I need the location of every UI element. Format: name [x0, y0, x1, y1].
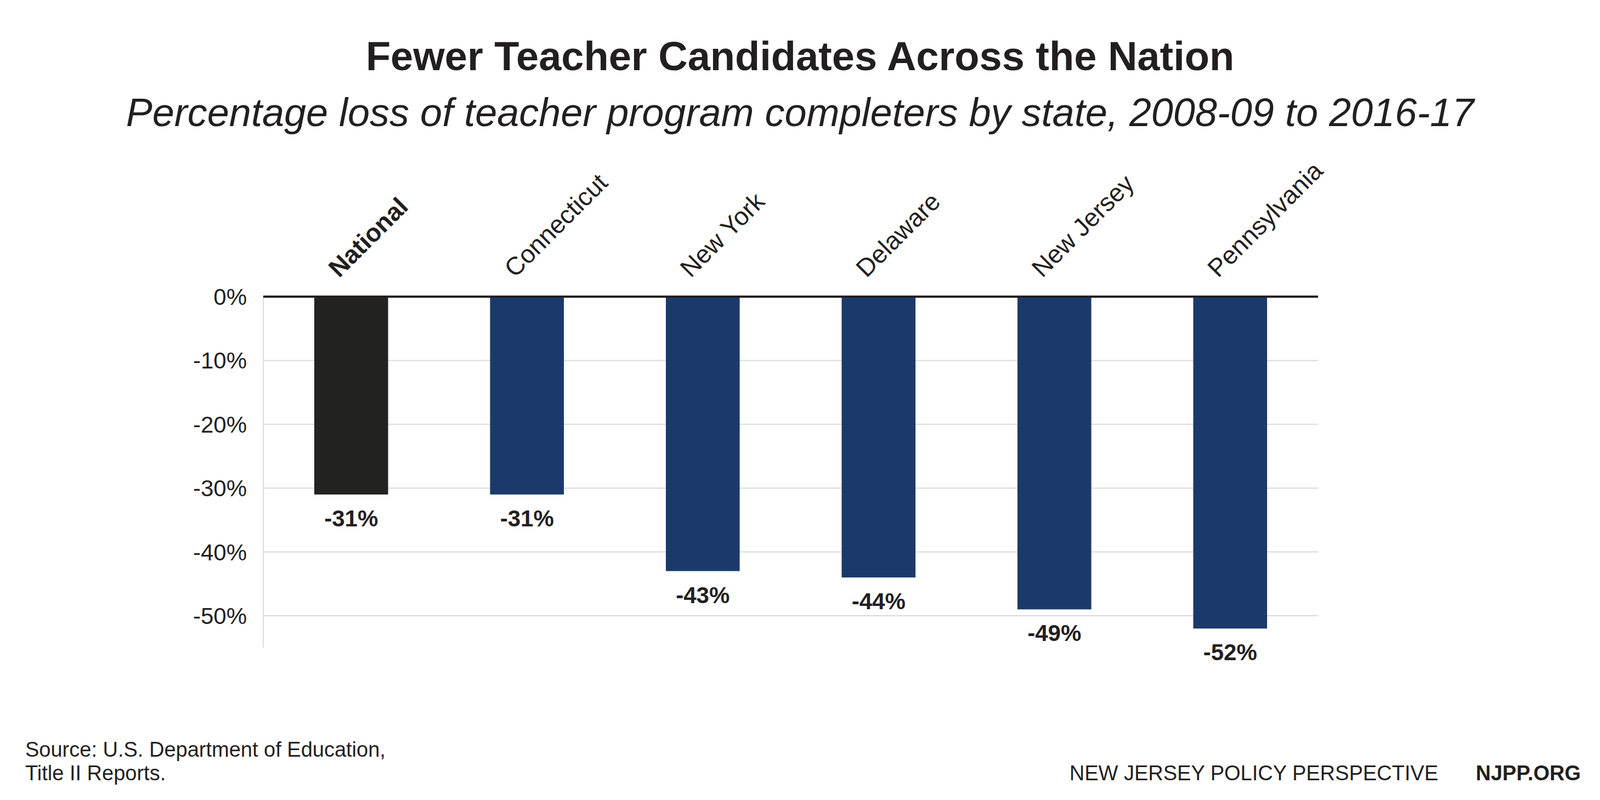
credit: NEW JERSEY POLICY PERSPECTIVE [1069, 761, 1439, 785]
data-label: -43% [675, 582, 730, 609]
bar [841, 297, 916, 578]
grid-line [263, 615, 1319, 617]
y-tick-label: 0% [213, 284, 247, 310]
credit: NJPP.ORG [1476, 761, 1581, 785]
y-tick-label: -10% [193, 347, 247, 374]
grid-line [263, 295, 1319, 298]
category-label: Delaware [850, 187, 946, 283]
category-label: Pennsylvania [1201, 156, 1329, 284]
data-label: -49% [1027, 620, 1082, 647]
y-tick-label: -50% [193, 603, 247, 630]
bar [1193, 297, 1268, 629]
category-label: New Jersey [1026, 168, 1140, 283]
grid-line [263, 551, 1319, 553]
category-label: New York [674, 186, 771, 283]
grid-line [263, 359, 1319, 361]
subtitle: Percentage loss of teacher program compl… [126, 90, 1476, 135]
source: Source: U.S. Department of Education, [25, 738, 386, 762]
y-tick-label: -40% [193, 539, 247, 566]
category-label: National [323, 191, 414, 283]
title: Fewer Teacher Candidates Across the Nati… [365, 33, 1235, 79]
bar [665, 297, 740, 572]
chart: Fewer Teacher Candidates Across the Nati… [0, 0, 1600, 800]
y-axis-line [262, 296, 264, 648]
data-label: -52% [1203, 639, 1258, 666]
bar [314, 297, 389, 495]
y-tick-label: -30% [193, 475, 247, 502]
bar [1017, 297, 1092, 610]
data-label: -31% [324, 505, 378, 532]
category-label: Connecticut [498, 167, 614, 283]
y-tick-label: -20% [193, 411, 247, 438]
bars [314, 297, 1268, 629]
bar [489, 297, 564, 495]
data-label: -44% [851, 588, 906, 615]
source: Title II Reports. [25, 761, 166, 785]
grid-line [263, 423, 1319, 426]
data-label: -31% [500, 505, 554, 532]
grid-line [263, 487, 1319, 489]
